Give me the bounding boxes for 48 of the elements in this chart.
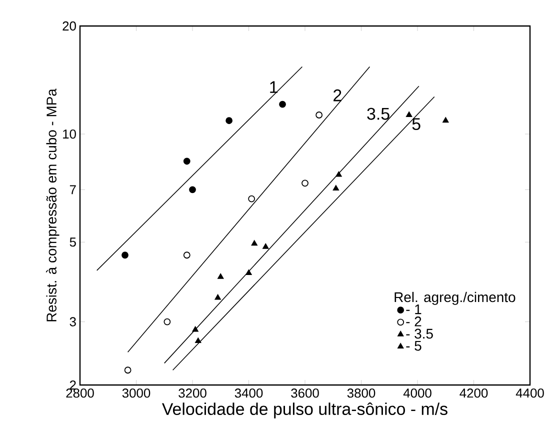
- point: [251, 240, 258, 246]
- x-tick-label: 2800: [66, 388, 94, 398]
- x-axis-title: Velocidade de pulso ultra-sônico - m/s: [162, 402, 448, 418]
- y-tick-label: 3: [70, 317, 76, 326]
- point: [246, 270, 252, 276]
- point: [183, 252, 190, 259]
- legend-label: - 5: [406, 341, 422, 351]
- series-label: 3.5: [367, 108, 390, 120]
- point: [189, 186, 196, 194]
- point: [192, 326, 198, 332]
- x-tick-label: 4400: [516, 388, 544, 398]
- legend-label: - 1: [406, 304, 422, 314]
- y-tick-label: 2: [70, 380, 76, 390]
- y-tick-label: 20: [62, 21, 76, 31]
- y-axis-title: Resist. à compressão em cubo - MPa: [46, 88, 60, 322]
- point: [279, 100, 286, 108]
- point: [262, 243, 269, 249]
- x-tick-label: 3000: [122, 388, 150, 398]
- legend-label: - 3.5: [406, 328, 433, 339]
- x-tick-label: 3600: [291, 388, 319, 398]
- point: [183, 158, 190, 165]
- x-tick-label: 4200: [460, 388, 488, 398]
- legend-label: - 2: [406, 316, 422, 326]
- point: [195, 338, 202, 344]
- point: [124, 366, 132, 374]
- x-tick-label: 3200: [178, 388, 206, 398]
- point: [248, 195, 256, 202]
- point: [316, 112, 323, 118]
- x-tick-label: 3400: [234, 388, 263, 398]
- point: [122, 252, 128, 259]
- series-label: 2: [334, 89, 342, 102]
- series-label: 1: [270, 81, 278, 93]
- point: [332, 185, 339, 191]
- y-tick-label: 7: [70, 185, 76, 194]
- y-tick-label: 10: [63, 129, 76, 139]
- point: [406, 112, 412, 117]
- point: [218, 273, 224, 279]
- point: [164, 318, 171, 326]
- x-tick-label: 3800: [347, 388, 376, 398]
- point: [336, 171, 342, 177]
- point: [302, 180, 308, 187]
- series-label: 5: [412, 118, 420, 130]
- point: [226, 117, 233, 124]
- point: [214, 294, 221, 300]
- legend-title: Rel. agreg./cimento: [394, 292, 516, 305]
- x-tick-label: 4000: [403, 388, 432, 398]
- point: [442, 117, 449, 123]
- y-tick-label: 5: [70, 238, 76, 247]
